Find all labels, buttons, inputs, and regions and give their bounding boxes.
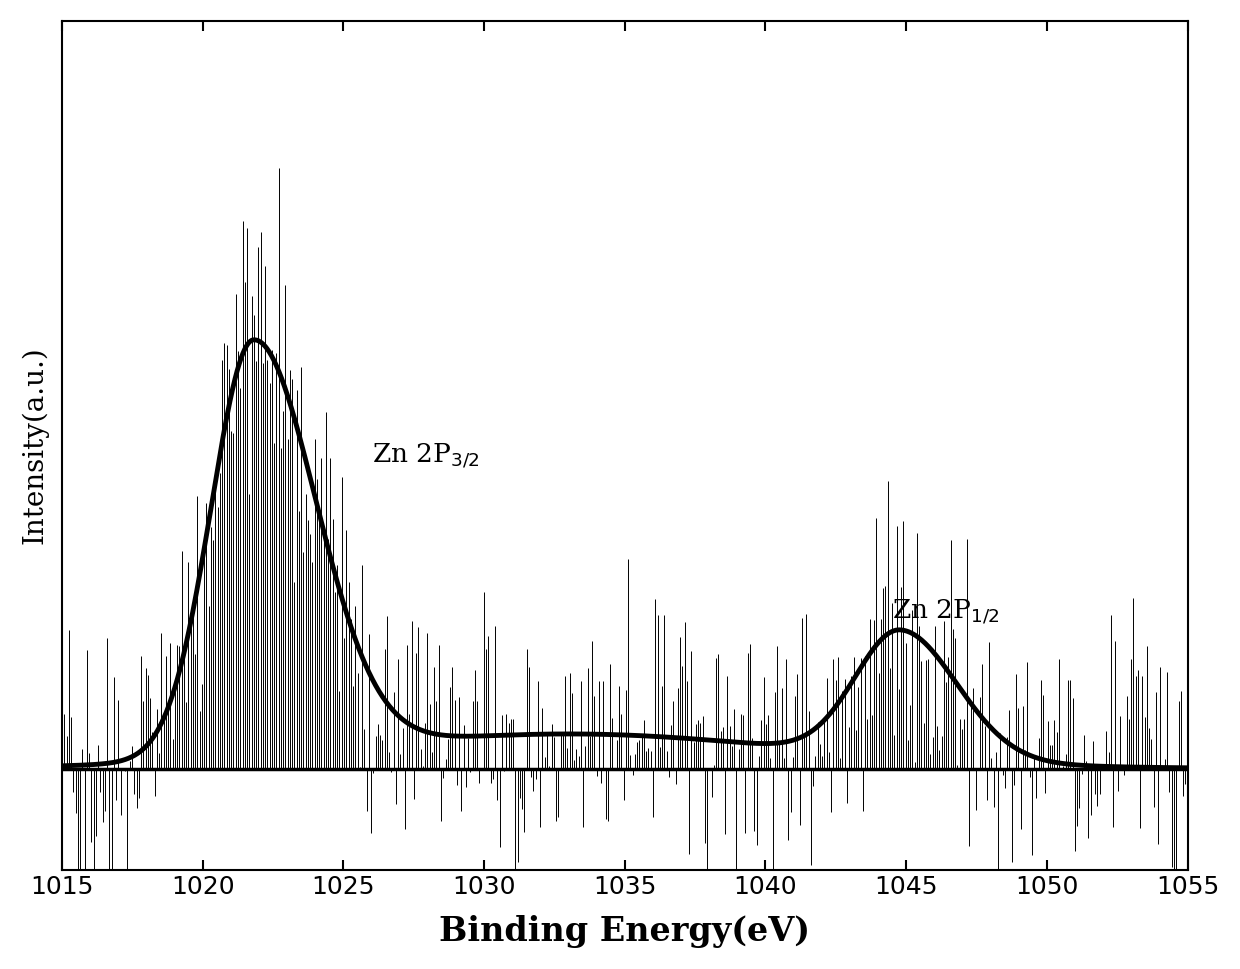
- Text: Zn 2P$_{3/2}$: Zn 2P$_{3/2}$: [372, 442, 480, 471]
- Y-axis label: Intensity(a.u.): Intensity(a.u.): [21, 346, 48, 545]
- Text: Zn 2P$_{1/2}$: Zn 2P$_{1/2}$: [892, 598, 999, 627]
- X-axis label: Binding Energy(eV): Binding Energy(eV): [439, 915, 810, 949]
